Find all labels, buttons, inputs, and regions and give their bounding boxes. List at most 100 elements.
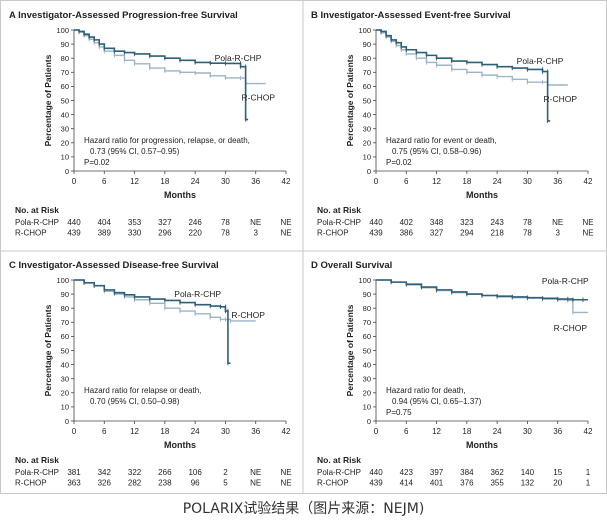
y-tick-label: 100 bbox=[56, 26, 69, 35]
risk-row-label: Pola-R-CHP bbox=[15, 218, 59, 227]
y-tick-label: 100 bbox=[56, 276, 69, 285]
risk-cell: 386 bbox=[400, 229, 414, 238]
y-tick-label: 40 bbox=[61, 360, 69, 369]
x-tick-label: 42 bbox=[584, 177, 593, 186]
y-tick-label: 80 bbox=[363, 54, 371, 63]
y-tick-label: 50 bbox=[363, 96, 371, 105]
risk-cell: 353 bbox=[128, 218, 142, 227]
x-tick-label: 30 bbox=[221, 177, 230, 186]
risk-cell: 78 bbox=[523, 218, 532, 227]
x-tick-label: 0 bbox=[374, 177, 379, 186]
series-line-pola-r-chp bbox=[376, 279, 588, 301]
y-tick-label: 10 bbox=[363, 403, 371, 412]
risk-cell: 414 bbox=[400, 479, 414, 488]
x-tick-label: 30 bbox=[221, 427, 230, 436]
series-line-pola-r-chp bbox=[376, 29, 551, 122]
risk-cell: 342 bbox=[98, 468, 112, 477]
risk-cell: 330 bbox=[128, 229, 142, 238]
y-tick-label: 60 bbox=[363, 332, 371, 341]
risk-cell: 440 bbox=[67, 218, 81, 227]
hazard-annotation-line: 0.75 (95% CI, 0.58–0.96) bbox=[392, 147, 482, 156]
y-tick-label: 80 bbox=[363, 304, 371, 313]
y-tick-label: 10 bbox=[61, 403, 69, 412]
risk-cell: 5 bbox=[223, 479, 228, 488]
panel-title: D Overall Survival bbox=[311, 260, 392, 271]
panel-title-text: Investigator-Assessed Disease-free Survi… bbox=[19, 260, 219, 271]
x-tick-label: 30 bbox=[523, 427, 532, 436]
x-tick-label: 30 bbox=[523, 177, 532, 186]
x-axis-label: Months bbox=[164, 440, 196, 450]
y-tick-label: 20 bbox=[61, 139, 69, 148]
hazard-annotation-line: 0.70 (95% CI, 0.50–0.98) bbox=[90, 397, 180, 406]
risk-cell: 3 bbox=[253, 229, 258, 238]
y-tick-label: 90 bbox=[61, 290, 69, 299]
risk-cell: NE bbox=[582, 229, 593, 238]
risk-cell: 238 bbox=[158, 479, 172, 488]
line-label-r-chop: R-CHOP bbox=[543, 94, 577, 104]
risk-cell: NE bbox=[250, 479, 261, 488]
y-tick-label: 90 bbox=[363, 40, 371, 49]
risk-row-label: Pola-R-CHP bbox=[317, 218, 361, 227]
x-tick-label: 18 bbox=[462, 177, 471, 186]
y-tick-label: 10 bbox=[61, 153, 69, 162]
risk-cell: 132 bbox=[521, 479, 535, 488]
risk-cell: NE bbox=[280, 468, 291, 477]
hazard-annotation-line: P=0.75 bbox=[386, 408, 412, 417]
risk-cell: 440 bbox=[369, 468, 383, 477]
x-tick-label: 42 bbox=[282, 427, 291, 436]
panel-title: B Investigator-Assessed Event-free Survi… bbox=[311, 10, 511, 21]
risk-cell: NE bbox=[552, 218, 563, 227]
y-tick-label: 30 bbox=[363, 375, 371, 384]
panel-b: B Investigator-Assessed Event-free Survi… bbox=[311, 10, 594, 238]
x-tick-label: 36 bbox=[553, 177, 562, 186]
risk-table-heading: No. at Risk bbox=[317, 455, 361, 465]
x-tick-label: 36 bbox=[251, 427, 260, 436]
hazard-annotation-line: 0.94 (95% CI, 0.65–1.37) bbox=[392, 397, 482, 406]
x-tick-label: 24 bbox=[493, 177, 502, 186]
figure-caption: POLARIX试验结果（图片来源：NEJM) bbox=[182, 501, 425, 517]
panel-letter: B bbox=[311, 10, 321, 21]
y-tick-label: 40 bbox=[363, 110, 371, 119]
risk-cell: 243 bbox=[490, 218, 504, 227]
series-line-pola-r-chp bbox=[74, 279, 231, 364]
line-label-pola-r-chp: Pola-R-CHP bbox=[542, 276, 589, 286]
hazard-annotation-line: P=0.02 bbox=[84, 158, 110, 167]
panel-letter: A bbox=[9, 10, 18, 21]
x-axis-label: Months bbox=[466, 190, 498, 200]
risk-row-label: R-CHOP bbox=[317, 229, 349, 238]
panel-d: D Overall Survival Percentage of Patients… bbox=[311, 260, 593, 488]
risk-cell: 326 bbox=[98, 479, 112, 488]
risk-cell: 78 bbox=[221, 218, 230, 227]
risk-cell: 363 bbox=[67, 479, 81, 488]
risk-cell: 440 bbox=[369, 218, 383, 227]
y-tick-label: 70 bbox=[363, 318, 371, 327]
risk-row-label: R-CHOP bbox=[15, 479, 47, 488]
risk-cell: 220 bbox=[188, 229, 202, 238]
x-tick-label: 18 bbox=[160, 427, 169, 436]
x-axis-label: Months bbox=[466, 440, 498, 450]
risk-cell: 381 bbox=[67, 468, 81, 477]
risk-cell: 401 bbox=[430, 479, 444, 488]
y-tick-label: 0 bbox=[65, 417, 69, 426]
hazard-annotation-line: Hazard ratio for death, bbox=[386, 386, 466, 395]
risk-cell: 389 bbox=[98, 229, 112, 238]
risk-cell: 404 bbox=[98, 218, 112, 227]
risk-cell: 397 bbox=[430, 468, 444, 477]
x-tick-label: 12 bbox=[432, 427, 441, 436]
y-tick-label: 70 bbox=[61, 68, 69, 77]
risk-cell: 355 bbox=[490, 479, 504, 488]
x-tick-label: 36 bbox=[251, 177, 260, 186]
y-axis-label: Percentage of Patients bbox=[43, 54, 53, 146]
x-tick-label: 0 bbox=[374, 427, 379, 436]
y-tick-label: 100 bbox=[358, 276, 371, 285]
hazard-annotation-line: 0.73 (95% CI, 0.57–0.95) bbox=[90, 147, 180, 156]
series-line-pola-r-chp bbox=[74, 29, 249, 121]
panel-title-text: Investigator-Assessed Event-free Surviva… bbox=[321, 10, 511, 21]
risk-cell: NE bbox=[280, 479, 291, 488]
line-label-r-chop: R-CHOP bbox=[231, 310, 265, 320]
risk-cell: 1 bbox=[586, 479, 591, 488]
risk-cell: 140 bbox=[521, 468, 535, 477]
line-label-r-chop: R-CHOP bbox=[241, 93, 275, 103]
y-tick-label: 80 bbox=[61, 54, 69, 63]
y-tick-label: 60 bbox=[61, 332, 69, 341]
